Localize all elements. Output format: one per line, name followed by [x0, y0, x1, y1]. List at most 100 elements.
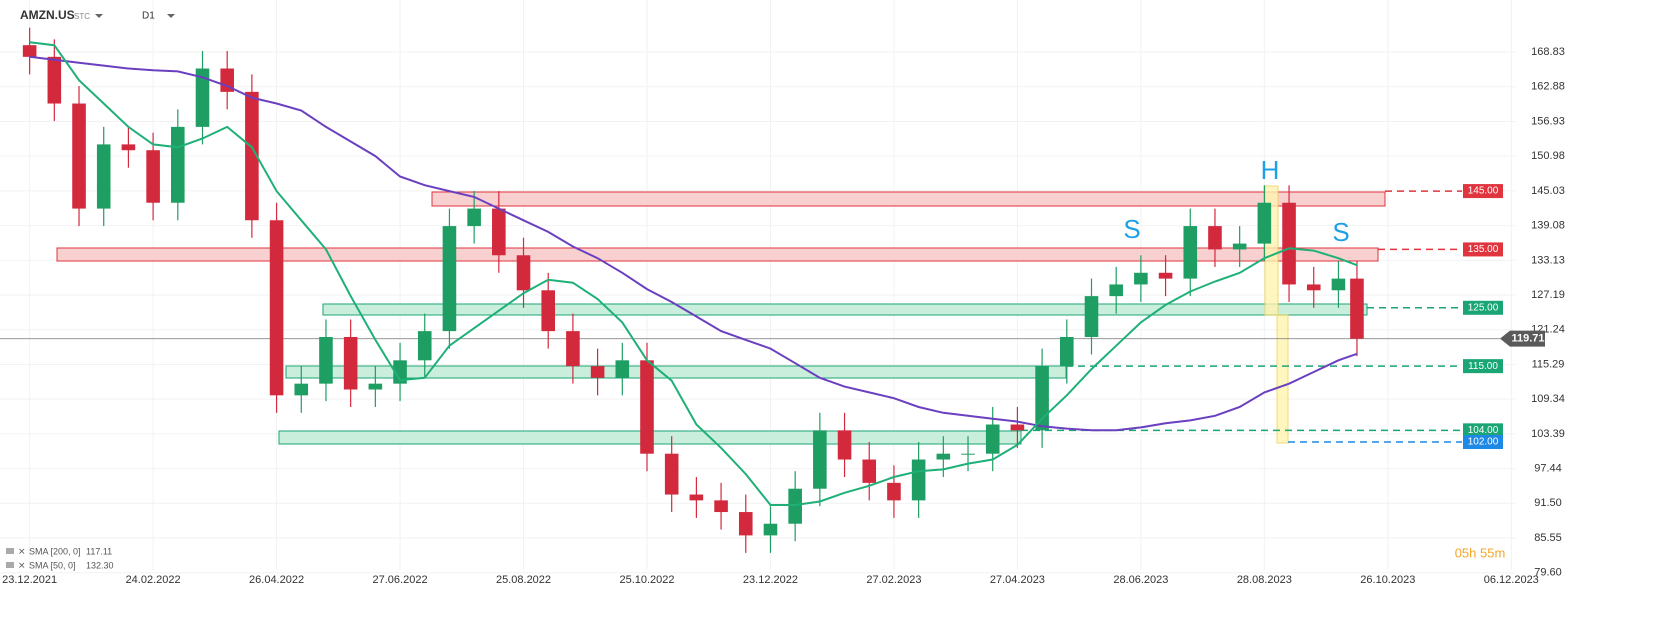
- candle-body: [417, 331, 432, 361]
- candle-body: [1010, 424, 1025, 431]
- head-label: H: [1261, 155, 1280, 185]
- level-tag: [1463, 300, 1503, 315]
- candle-body: [788, 488, 802, 524]
- y-tick-label: 150.98: [1531, 150, 1565, 162]
- shoulder-label: S: [1332, 217, 1349, 247]
- y-tick-label: 139.08: [1531, 220, 1565, 232]
- legend-icon[interactable]: [6, 562, 14, 568]
- candle-body: [961, 453, 975, 455]
- candle-body: [343, 336, 358, 390]
- candle-body: [1306, 284, 1321, 291]
- level-tag: [1463, 435, 1503, 450]
- candle-body: [269, 220, 284, 396]
- dropdown-arrow[interactable]: [95, 14, 103, 18]
- legend-close[interactable]: ✕: [18, 560, 26, 570]
- candle-body: [1035, 366, 1049, 431]
- y-tick-label: 133.13: [1531, 254, 1565, 266]
- candle-body: [516, 255, 531, 291]
- last-price-label: 119.71: [1511, 333, 1544, 345]
- level-tag: [1463, 242, 1503, 257]
- y-tick-label: 127.19: [1531, 289, 1565, 301]
- symbol[interactable]: AMZN.US: [20, 8, 75, 22]
- candle-body: [911, 459, 926, 501]
- y-tick-label: 168.83: [1531, 46, 1565, 58]
- legend-close[interactable]: ✕: [18, 546, 26, 556]
- x-tick-label: 24.02.2022: [126, 574, 181, 586]
- level-label: 125.00: [1468, 302, 1499, 313]
- y-tick-label: 103.39: [1531, 428, 1565, 440]
- interval[interactable]: D1: [142, 11, 155, 22]
- countdown: 05h 55m: [1455, 545, 1506, 560]
- candle-body: [96, 144, 111, 209]
- candle-body: [862, 459, 877, 483]
- candle-body: [887, 482, 901, 501]
- candle-body: [1232, 243, 1247, 250]
- candle-body: [467, 208, 481, 227]
- candle-body: [245, 91, 259, 221]
- candle-body: [393, 360, 407, 384]
- sma-line: [29, 41, 1358, 506]
- candle-body: [1134, 272, 1148, 285]
- candle-body: [714, 500, 728, 513]
- candle-body: [1183, 226, 1198, 279]
- candle-body: [640, 360, 654, 454]
- candle-body: [47, 56, 62, 104]
- candle-body: [985, 424, 1000, 454]
- x-tick-label: 26.10.2023: [1360, 574, 1415, 586]
- x-tick-label: 28.06.2023: [1113, 574, 1168, 586]
- shoulder-label: S: [1123, 214, 1140, 244]
- x-tick-label: 23.12.2022: [743, 574, 798, 586]
- sma-line: [29, 55, 1358, 432]
- candle-body: [738, 512, 753, 536]
- legend-value: 117.11: [86, 546, 112, 556]
- candle-body: [492, 208, 506, 256]
- legend-entry: SMA [50, 0]: [29, 560, 76, 570]
- candle-body: [1350, 278, 1364, 339]
- candle-body: [615, 360, 630, 378]
- candle-body: [121, 144, 136, 151]
- x-tick-label: 27.06.2022: [373, 574, 428, 586]
- level-tag: [1463, 184, 1503, 199]
- candle-body: [368, 383, 383, 390]
- market: STC: [74, 12, 90, 21]
- dropdown-arrow[interactable]: [167, 14, 175, 18]
- candle-body: [1331, 278, 1346, 291]
- candle-body: [837, 430, 852, 460]
- x-tick-label: 26.04.2022: [249, 574, 304, 586]
- candle-body: [442, 226, 457, 332]
- candle-body: [813, 430, 827, 489]
- candle-body: [763, 523, 778, 536]
- legend-entry: SMA [200, 0]: [29, 546, 81, 556]
- candle-body: [689, 494, 704, 501]
- candle-body: [1282, 202, 1296, 285]
- x-tick-label: 27.04.2023: [990, 574, 1045, 586]
- level-label: 135.00: [1468, 244, 1499, 255]
- x-tick-label: 25.08.2022: [496, 574, 551, 586]
- candle-body: [1060, 336, 1074, 367]
- candle-body: [541, 290, 556, 332]
- candle-body: [1158, 272, 1173, 279]
- candle-body: [936, 453, 951, 460]
- candle-body: [590, 366, 605, 378]
- y-tick-label: 156.93: [1531, 115, 1565, 127]
- y-tick-label: 79.60: [1534, 567, 1562, 579]
- legend-value: 132.30: [86, 560, 114, 570]
- y-tick-label: 85.55: [1534, 532, 1562, 544]
- level-label: 145.00: [1468, 186, 1499, 197]
- target-marker: [1276, 314, 1289, 444]
- level-label: 102.00: [1468, 437, 1499, 448]
- candle-body: [195, 68, 210, 127]
- y-tick-label: 115.29: [1532, 358, 1565, 370]
- candle-body: [1208, 226, 1222, 250]
- resistance-zone: [56, 247, 1379, 262]
- candle-body: [1109, 284, 1123, 297]
- candle-body: [294, 383, 309, 396]
- y-tick-label: 97.44: [1534, 463, 1562, 475]
- support-zone: [322, 303, 1368, 316]
- legend-icon[interactable]: [6, 548, 14, 554]
- y-tick-label: 91.50: [1534, 497, 1562, 509]
- candle-body: [566, 331, 580, 367]
- x-tick-label: 23.12.2021: [2, 574, 57, 586]
- x-tick-label: 25.10.2022: [619, 574, 674, 586]
